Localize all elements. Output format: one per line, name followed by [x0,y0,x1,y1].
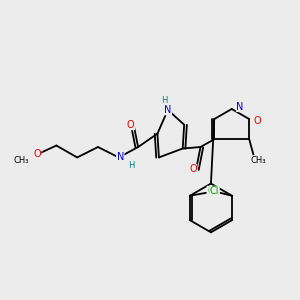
Text: H: H [161,96,167,105]
Text: O: O [127,120,134,130]
Text: Cl: Cl [210,186,219,196]
Text: CH₃: CH₃ [250,156,266,165]
Text: O: O [189,164,197,174]
Text: CH₃: CH₃ [14,156,29,165]
Text: Cl: Cl [207,186,217,196]
Text: N: N [236,102,244,112]
Text: O: O [33,149,41,160]
Text: N: N [164,105,172,115]
Text: O: O [254,116,261,126]
Text: N: N [117,152,124,162]
Text: H: H [128,161,134,170]
